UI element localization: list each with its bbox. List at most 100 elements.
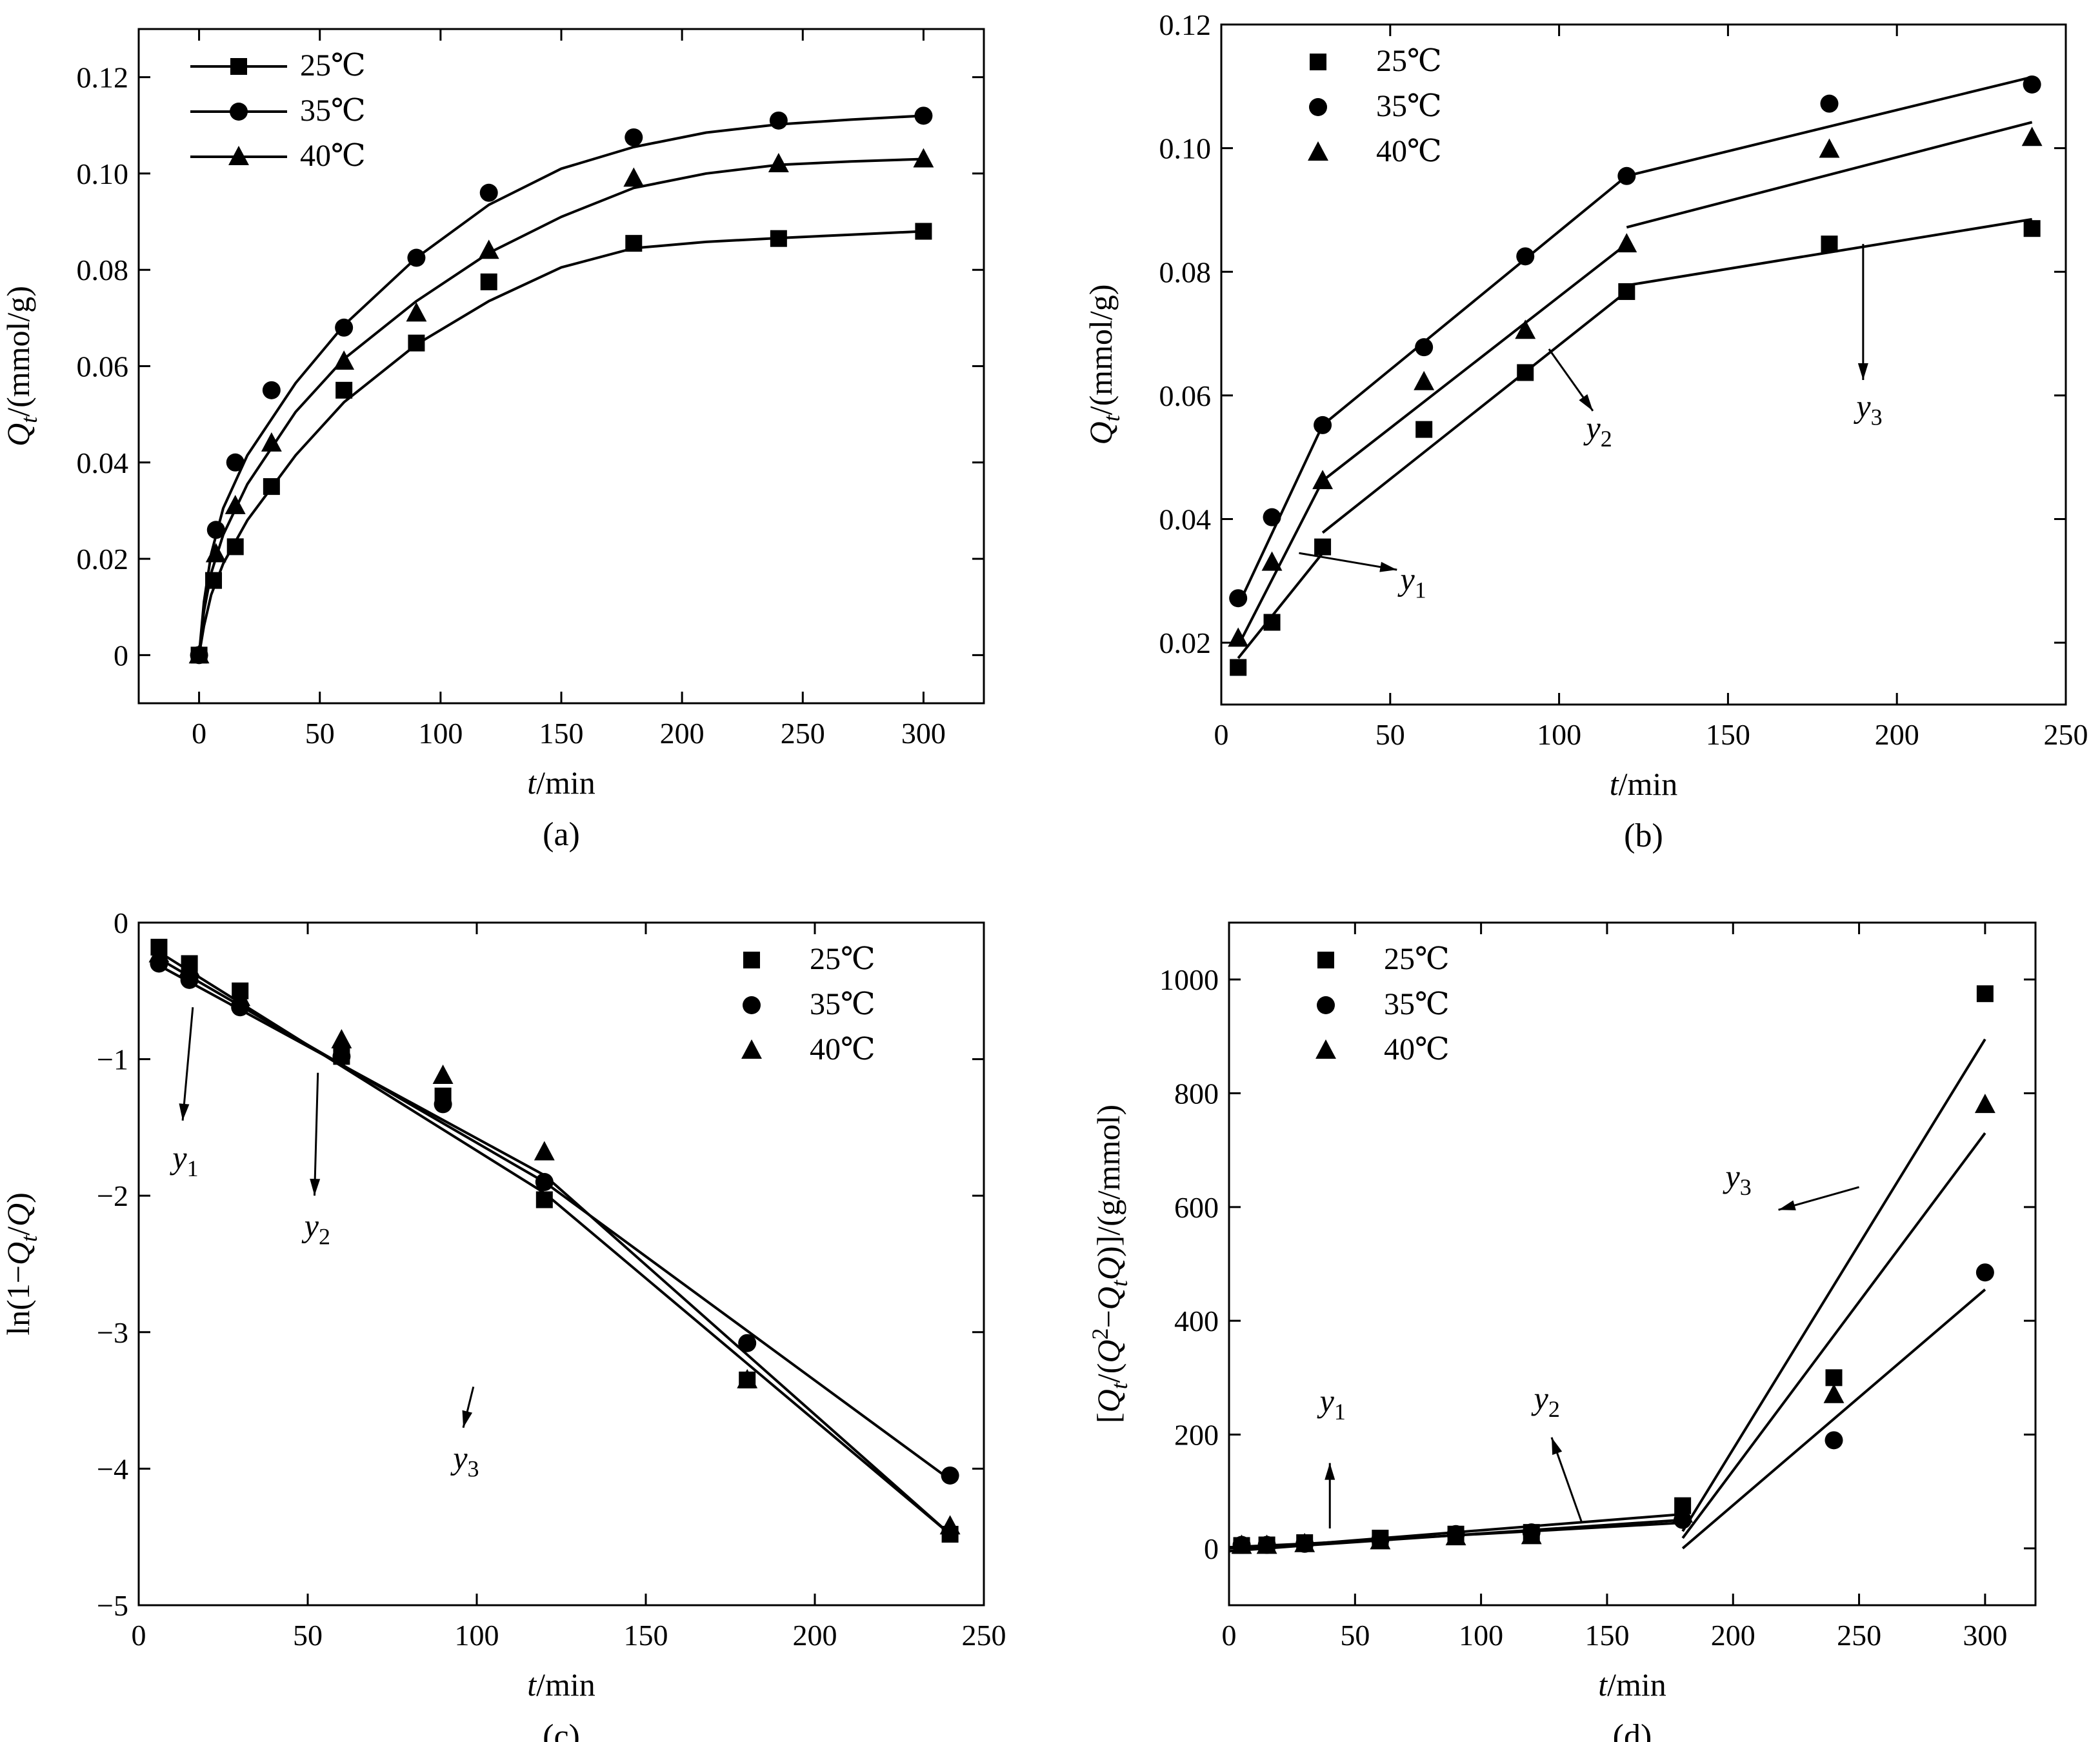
series-circle <box>1229 75 2041 608</box>
y-tick-label: 0.04 <box>1159 503 1212 536</box>
data-point <box>1445 1526 1466 1546</box>
y-tick-label: −1 <box>97 1043 128 1076</box>
plot-frame <box>1228 921 2037 1607</box>
y-axis-label: ln(1−Qt/Q) <box>0 1192 42 1336</box>
panel-label: (d) <box>1613 1718 1652 1742</box>
series-triangle <box>1228 121 2043 647</box>
legend-marker <box>1309 98 1327 116</box>
data-point <box>1975 1263 1994 1282</box>
data-point <box>1230 659 1247 676</box>
y-tick-label: −4 <box>97 1452 128 1485</box>
fit-line <box>1321 175 1628 426</box>
y-tick-label: 0.08 <box>77 254 129 286</box>
legend-label: 25℃ <box>1376 44 1442 78</box>
data-point <box>148 943 170 963</box>
data-point <box>188 644 210 664</box>
data-point <box>434 1095 452 1114</box>
annotation-arrow-head <box>1579 394 1593 411</box>
y-tick-label: −3 <box>97 1316 128 1349</box>
legend-label: 40℃ <box>810 1032 875 1066</box>
series-square <box>190 223 932 664</box>
data-point <box>331 1029 352 1048</box>
data-point <box>1820 94 1839 113</box>
x-tick-label: 250 <box>962 1619 1006 1652</box>
x-tick-label: 150 <box>539 717 584 750</box>
x-tick-label: 0 <box>132 1619 146 1652</box>
data-point <box>1263 508 1281 526</box>
fit-line <box>543 1192 951 1536</box>
data-point <box>1517 364 1534 381</box>
chart-panel-b: 0 50 100 150 200 250 0.02 0.04 0.06 0.08 0.10 0.12 2… <box>1083 8 2088 854</box>
y-tick-label: 0 <box>114 639 128 672</box>
fit-line <box>1305 1518 1683 1547</box>
annotation-label: y1 <box>1397 561 1426 603</box>
y-tick-label: 0.12 <box>77 61 129 94</box>
annotation-arrow-head <box>462 1410 473 1428</box>
fit-line <box>155 962 545 1177</box>
y-tick-label: 0.02 <box>77 543 129 576</box>
legend-label: 35℃ <box>810 987 875 1021</box>
y-tick-label: 800 <box>1174 1077 1219 1110</box>
legend-marker <box>1310 54 1326 70</box>
fit-curve <box>197 157 924 656</box>
y-tick-label: 400 <box>1174 1305 1219 1337</box>
data-point <box>941 1466 959 1485</box>
legend-label: 35℃ <box>300 94 366 128</box>
y-tick-label: 0.08 <box>1159 255 1212 288</box>
data-point <box>480 273 497 290</box>
y-tick-label: 0 <box>114 906 128 939</box>
data-point <box>1819 138 1840 158</box>
panel-label: (c) <box>543 1718 580 1742</box>
x-tick-label: 0 <box>1222 1619 1237 1652</box>
y-tick-label: 0.06 <box>77 350 129 383</box>
legend: 25℃ 35℃ 40℃ <box>1308 44 1442 168</box>
data-point <box>1312 470 1334 490</box>
y-axis-label: Qt/(mmol/g) <box>0 286 42 446</box>
data-point <box>2023 220 2041 237</box>
data-point <box>1415 421 1433 438</box>
fit-line <box>155 948 545 1194</box>
data-point <box>262 381 281 399</box>
plot-frame <box>137 28 985 705</box>
series-triangle <box>188 148 934 664</box>
x-axis-label: t/min <box>1610 766 1678 802</box>
legend-marker <box>1315 1039 1336 1059</box>
data-point <box>225 495 246 514</box>
data-point <box>478 239 499 259</box>
data-point <box>1618 283 1635 300</box>
x-tick-label: 50 <box>293 1619 323 1652</box>
series-circle <box>190 106 933 665</box>
x-tick-label: 300 <box>901 717 946 750</box>
legend-label: 25℃ <box>1384 942 1450 976</box>
x-tick-label: 200 <box>1875 718 1919 751</box>
annotation-arrow <box>313 1072 319 1196</box>
data-point <box>915 223 932 240</box>
annotation-arrow-head <box>1552 1437 1563 1456</box>
data-point <box>939 1515 961 1535</box>
fit-line <box>543 1181 951 1481</box>
legend-marker <box>1317 996 1335 1014</box>
data-point <box>1314 415 1332 434</box>
data-point <box>1521 1525 1542 1545</box>
legend-label: 35℃ <box>1376 89 1442 123</box>
data-point <box>226 453 245 472</box>
fit-line <box>1237 480 1324 646</box>
plot-frame <box>137 921 985 1607</box>
x-tick-label: 100 <box>1459 1619 1503 1652</box>
fit-line <box>1321 243 1628 482</box>
annotation-arrow-head <box>1857 363 1868 380</box>
annotation-label: y3 <box>1723 1158 1752 1200</box>
x-tick-label: 250 <box>2044 718 2088 751</box>
series-square <box>1230 217 2041 676</box>
data-point <box>623 167 645 187</box>
data-point <box>1825 1369 1843 1387</box>
legend-label: 40℃ <box>1376 134 1442 168</box>
legend: 25℃ 35℃ 40℃ <box>190 48 366 173</box>
series-square <box>1228 985 1994 1554</box>
fit-line <box>1681 1038 1986 1532</box>
data-point <box>226 538 244 556</box>
x-tick-label: 50 <box>1340 1619 1370 1652</box>
annotation-label: y2 <box>301 1208 330 1250</box>
y-axis-label: [Qt/(Q2−QtQ)]/(g/mmol) <box>1087 1105 1132 1423</box>
data-point <box>1672 1503 1694 1523</box>
